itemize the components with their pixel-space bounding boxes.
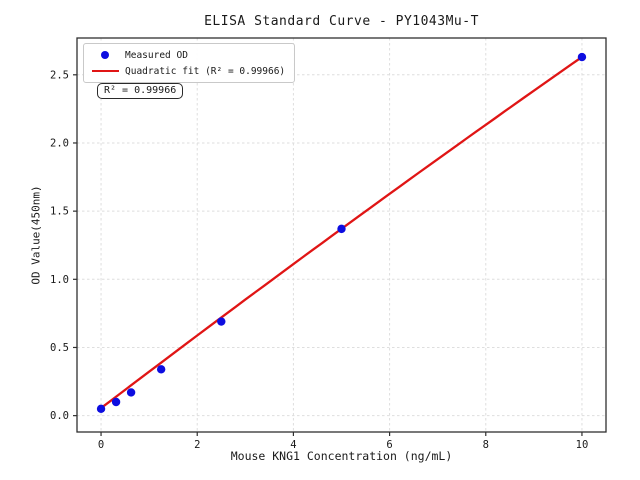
y-tick-label: 1.5 (50, 206, 69, 218)
y-tick-label: 2.0 (50, 137, 69, 149)
data-point (126, 388, 136, 397)
x-axis-label: Mouse KNG1 Concentration (ng/mL) (230, 449, 453, 463)
legend-item-measured-od: Measured OD (89, 48, 285, 62)
y-tick-label: 0.0 (50, 410, 69, 422)
legend-marker-zone (89, 69, 121, 73)
y-tick-label: 1.0 (50, 274, 69, 286)
data-point (337, 224, 346, 234)
x-tick-label: 6 (386, 439, 392, 451)
chart-title: ELISA Standard Curve - PY1043Mu-T (204, 14, 479, 29)
x-tick-label: 0 (98, 439, 104, 451)
legend-label: Quadratic fit (R² = 0.99966) (125, 65, 286, 77)
r-squared-annotation: R² = 0.99966 (97, 83, 184, 99)
blue-dot-marker-icon (101, 51, 109, 59)
data-point (96, 404, 106, 414)
axes-spines (76, 37, 607, 433)
data-point (217, 317, 226, 326)
data-point (577, 52, 587, 62)
legend-marker-zone (89, 51, 121, 59)
legend-box: Measured OD Quadratic fit (R² = 0.99966) (83, 43, 296, 83)
x-tick-label: 10 (576, 439, 589, 451)
data-point (156, 365, 166, 374)
legend-label: Measured OD (125, 49, 188, 61)
legend-item-quadratic-fit: Quadratic fit (R² = 0.99966) (89, 64, 285, 78)
x-tick-label: 8 (483, 439, 489, 451)
y-tick-label: 2.5 (50, 69, 69, 81)
data-point (111, 397, 121, 407)
x-tick-label: 2 (194, 439, 200, 451)
red-line-marker-icon (91, 69, 119, 73)
y-tick-label: 0.5 (50, 342, 69, 354)
x-tick-label: 4 (290, 439, 296, 451)
